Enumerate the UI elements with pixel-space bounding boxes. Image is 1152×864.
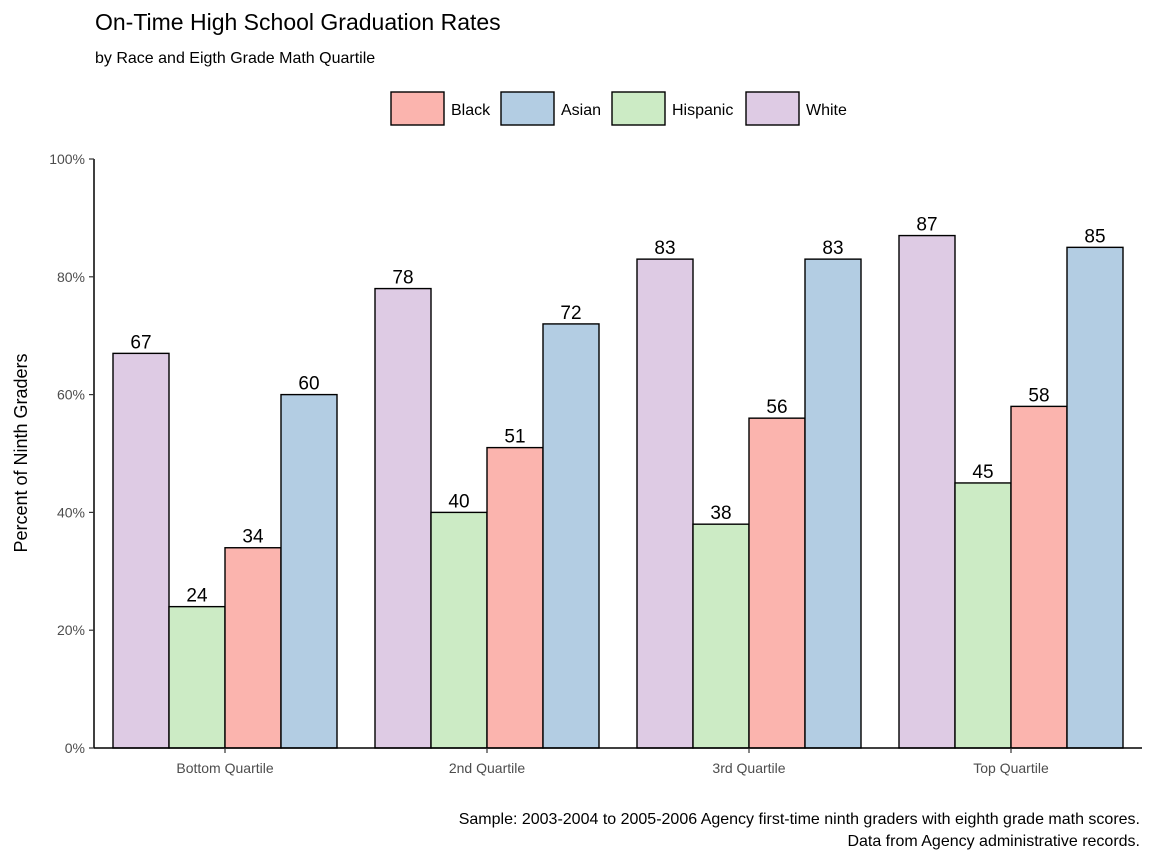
chart-caption: Sample: 2003-2004 to 2005-2006 Agency fi… [459,809,1140,853]
bar-asian-1 [280,393,338,749]
x-tick-label: 3rd Quartile [712,760,785,776]
legend: Black Asian Hispanic White [390,91,847,126]
bar-value-label: 67 [130,332,151,353]
bar-value-label: 45 [972,462,993,483]
bar-value-label: 40 [448,491,469,512]
bar-value-label: 56 [766,397,787,418]
x-tick-label: Top Quartile [973,760,1049,776]
bar-value-label: 87 [916,215,937,236]
legend-key-hispanic [611,91,666,126]
bar-asian-3 [804,258,862,749]
chart-title: On-Time High School Graduation Rates [95,9,501,35]
y-tick-label: 0% [65,740,85,756]
y-tick-label: 100% [49,151,85,167]
bar-white-3 [636,258,694,749]
bar-value-label: 58 [1028,385,1049,406]
caption-line-1: Sample: 2003-2004 to 2005-2006 Agency fi… [458,811,1140,828]
chart-subtitle: by Race and Eigth Grade Math Quartile [95,50,376,67]
y-axis: 0% 20% 40% 60% 80% 100% [49,151,95,756]
bars: 67 24 34 60 78 40 51 72 83 38 56 83 87 45 58 85 [112,215,1124,749]
bar-white-4 [898,234,956,749]
bar-black-3 [748,417,806,749]
x-tick-label: Bottom Quartile [176,760,273,776]
bar-value-label: 83 [654,238,675,259]
bar-value-label: 60 [298,374,319,395]
bar-value-label: 51 [504,427,525,448]
bar-hispanic-3 [692,523,750,749]
y-tick-label: 40% [57,504,85,520]
bar-hispanic-1 [168,605,226,749]
legend-key-white [745,91,800,126]
caption-line-2: Data from Agency administrative records. [847,833,1140,850]
bar-asian-2 [542,323,600,749]
bar-value-label: 34 [242,527,264,548]
y-tick-label: 80% [57,269,85,285]
legend-label-white: White [806,102,847,119]
bar-black-4 [1010,405,1068,749]
bar-asian-4 [1066,246,1124,749]
y-tick-label: 20% [57,622,85,638]
legend-key-black [390,91,445,126]
bar-white-1 [112,352,170,749]
legend-label-asian: Asian [561,102,601,119]
bar-white-2 [374,287,432,749]
bar-value-label: 85 [1084,226,1105,247]
x-axis: Bottom Quartile 2nd Quartile 3rd Quartile T… [94,747,1142,776]
bar-value-label: 83 [822,238,843,259]
legend-label-black: Black [451,102,491,119]
bar-black-2 [486,446,544,749]
bar-value-label: 72 [560,303,581,324]
legend-key-asian [500,91,555,126]
bar-value-label: 38 [710,503,731,524]
legend-label-hispanic: Hispanic [672,102,733,119]
y-tick-label: 60% [57,387,85,403]
bar-value-label: 78 [392,268,413,289]
bar-value-label: 24 [186,586,208,607]
bar-hispanic-2 [430,511,488,749]
x-tick-label: 2nd Quartile [449,760,525,776]
y-axis-title: Percent of Ninth Graders [11,353,31,552]
bar-black-1 [224,547,282,749]
bar-hispanic-4 [954,482,1012,749]
